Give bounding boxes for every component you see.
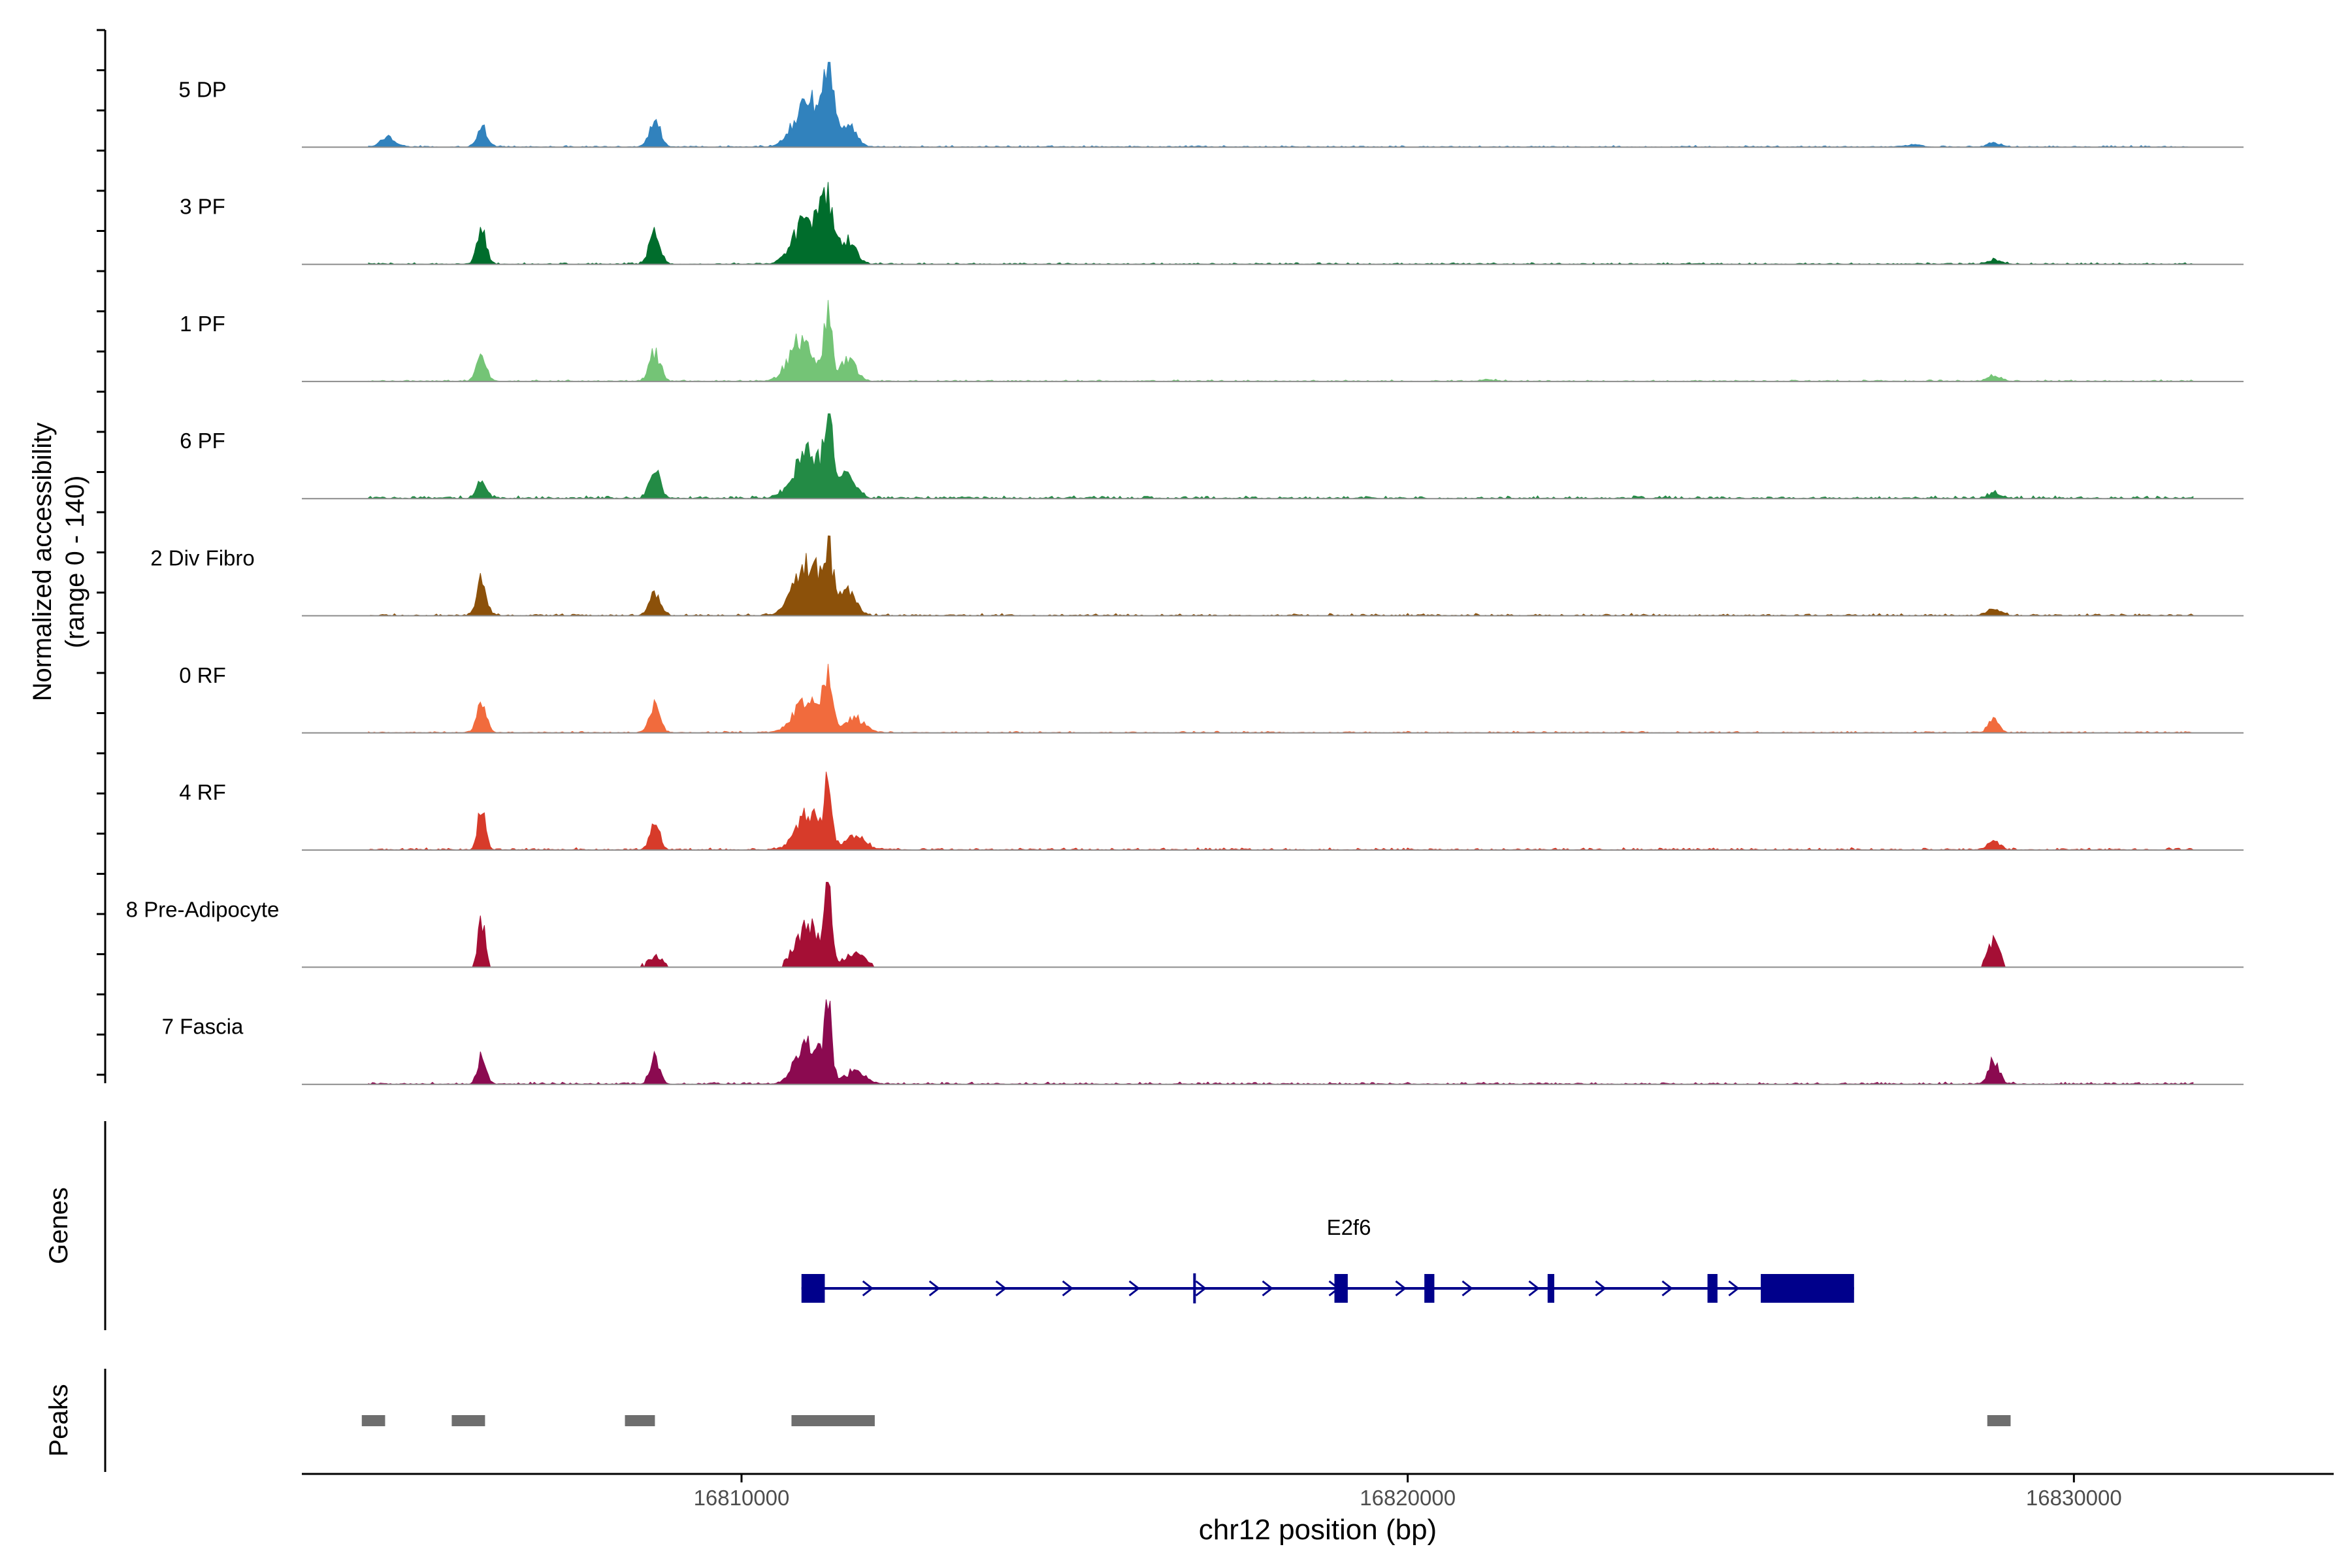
strand-chevron [1062, 1280, 1074, 1297]
gene-exon [1424, 1274, 1435, 1303]
gene-exon [1761, 1274, 1854, 1303]
peaks-track: Peaks [44, 1369, 2011, 1472]
peak-region [625, 1415, 655, 1426]
track-3-pf: 3 PF [180, 182, 2244, 265]
peak-region [361, 1415, 385, 1426]
track-6-pf: 6 PF [180, 413, 2244, 500]
track-1-pf: 1 PF [180, 300, 2244, 382]
track-area [368, 413, 2194, 499]
track-area [368, 535, 2194, 617]
track-2-div-fibro: 2 Div Fibro [150, 535, 2244, 617]
track-7-fascia: 7 Fascia [162, 999, 2244, 1085]
gene-exon [1334, 1274, 1348, 1303]
gene-exon [1707, 1274, 1718, 1303]
y-axis-label-line2: (range 0 - 140) [61, 476, 90, 649]
track-label: 2 Div Fibro [150, 546, 255, 570]
gene-track: Genes E2f6 [44, 1121, 1854, 1330]
track-label: 7 Fascia [162, 1015, 244, 1039]
track-0-rf: 0 RF [179, 663, 2244, 734]
track-label: 8 Pre-Adipocyte [126, 897, 280, 921]
track-label: 1 PF [180, 312, 225, 336]
x-axis: 16810000 16820000 16830000 chr12 position … [302, 1473, 2334, 1546]
gene-name-label: E2f6 [1327, 1215, 1371, 1239]
strand-chevron [1595, 1280, 1607, 1297]
strand-chevron [1661, 1280, 1673, 1297]
strand-chevron [1728, 1280, 1740, 1297]
track-label: 3 PF [180, 195, 225, 219]
x-axis-ticks: 16810000 16820000 16830000 [694, 1474, 2122, 1510]
peaks-track-label: Peaks [44, 1384, 73, 1456]
track-area [368, 182, 2194, 265]
strand-chevron [1195, 1280, 1207, 1297]
x-tick-label: 16810000 [694, 1486, 790, 1510]
peak-region [451, 1415, 485, 1426]
track-label: 0 RF [179, 663, 226, 687]
x-tick-label: 16830000 [2026, 1486, 2122, 1510]
strand-chevron [1395, 1280, 1407, 1297]
peak-region [1987, 1415, 2011, 1426]
strand-chevron [862, 1280, 874, 1297]
track-4-rf: 4 RF [179, 772, 2244, 851]
track-area [368, 772, 2194, 851]
track-area [368, 61, 2194, 148]
track-label: 4 RF [179, 780, 226, 804]
strand-chevron [1462, 1280, 1473, 1297]
x-tick-label: 16820000 [1360, 1486, 1456, 1510]
coverage-y-axis [97, 29, 106, 1083]
strand-chevron [1128, 1280, 1141, 1297]
track-8-pre-adipocyte: 8 Pre-Adipocyte [126, 881, 2244, 968]
track-label: 6 PF [180, 429, 225, 453]
track-area [368, 999, 2194, 1085]
x-axis-title: chr12 position (bp) [1199, 1514, 1437, 1546]
gene-exon [1547, 1274, 1554, 1303]
track-label: 5 DP [178, 77, 226, 101]
strand-chevron [995, 1280, 1007, 1297]
y-axis-label-line1: Normalized accessibility [28, 423, 57, 702]
strand-chevron [928, 1280, 941, 1297]
track-5-dp: 5 DP [178, 61, 2244, 148]
strand-chevron [1528, 1280, 1540, 1297]
coverage-y-axis-ticks [97, 29, 105, 1076]
gene-exon [801, 1274, 825, 1303]
coverage-tracks: 5 DP 3 PF 1 PF 6 PF 2 Div Fibro 0 RF 4 RF 8 Pre… [126, 61, 2244, 1085]
track-area [368, 300, 2194, 382]
peak-region [791, 1415, 875, 1426]
track-area [368, 664, 2193, 734]
strand-chevron [1262, 1280, 1273, 1297]
gene-track-label: Genes [44, 1187, 73, 1264]
gene-e2f6: E2f6 [801, 1215, 1854, 1303]
track-area [368, 881, 2193, 968]
